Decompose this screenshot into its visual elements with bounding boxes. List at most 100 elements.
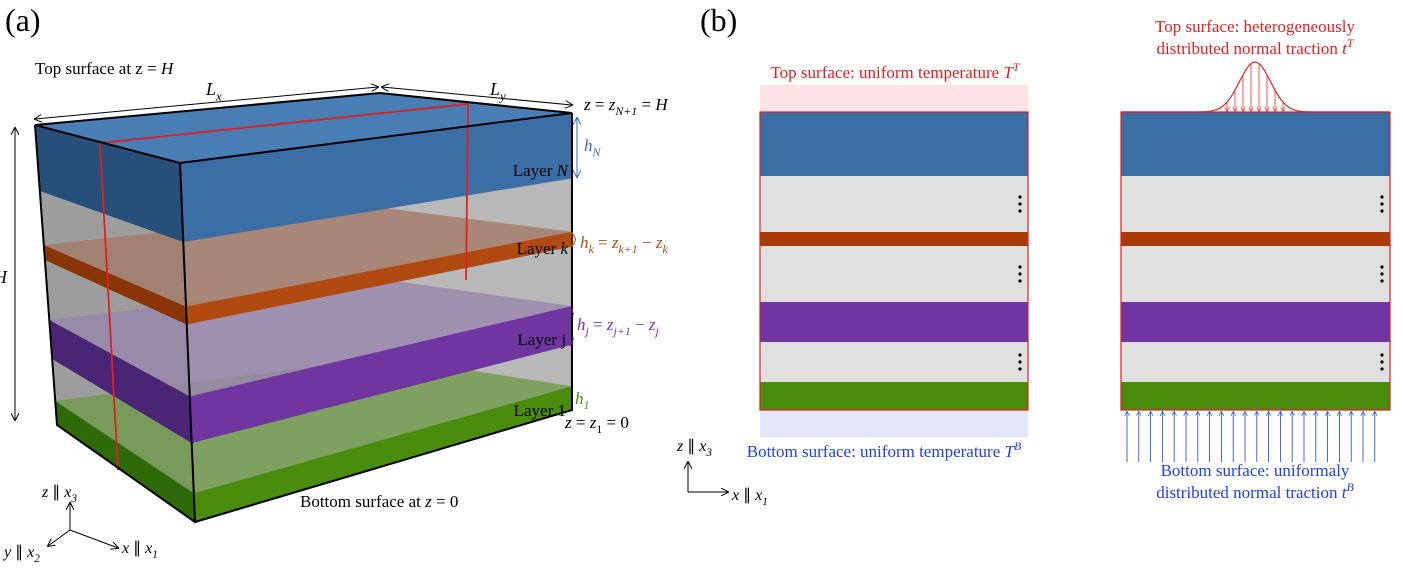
ellipsis-dot — [1380, 265, 1383, 268]
label: Top surface: heterogeneously — [1155, 17, 1355, 36]
label-part: N+1 — [614, 104, 637, 118]
label-part: Bottom surface: uniform temperature — [747, 442, 1005, 461]
axis-label: y ∥ x2 — [2, 544, 40, 565]
label-part: h — [577, 315, 586, 334]
layer-band — [1121, 246, 1390, 302]
label: distributed normal traction tB — [1156, 480, 1354, 502]
label-part: B — [1014, 439, 1021, 453]
ellipsis-dot — [1018, 279, 1021, 282]
label-part: 3 — [705, 447, 712, 459]
label-part: = — [572, 413, 590, 432]
ellipsis-dot — [1018, 353, 1021, 356]
layer-thickness: hj = zj+1 − zj — [577, 315, 660, 338]
ellipsis-dot — [1380, 202, 1383, 205]
label-part: T — [1347, 36, 1355, 50]
layer-band — [1121, 302, 1390, 342]
layer-band — [1121, 176, 1390, 232]
layer-thickness: hN — [584, 136, 602, 159]
layer-name: Layer j — [517, 330, 566, 349]
label-part: B — [1347, 480, 1354, 494]
arrow — [70, 530, 118, 548]
ellipsis-dot — [1380, 195, 1383, 198]
label-part: h — [575, 389, 584, 408]
label-part: H — [654, 95, 669, 114]
label-part: L — [489, 79, 500, 99]
label: distributed normal traction tT — [1157, 36, 1355, 58]
label: z = zN+1 = H — [583, 95, 669, 118]
label: Lx — [205, 79, 222, 103]
layer-band — [1121, 232, 1390, 246]
layer-band — [1121, 382, 1390, 410]
panel-label: (a) — [5, 2, 41, 38]
label-part: x — [26, 544, 34, 561]
label-part: 3 — [70, 493, 77, 505]
axis-label: z ∥ x3 — [676, 438, 712, 459]
label-part: − — [638, 233, 656, 252]
layer-thickness: hk = zk+1 − zk — [580, 233, 668, 256]
label-part: = 0 — [602, 413, 629, 432]
layer-band — [760, 112, 1028, 176]
traction-curve — [1121, 62, 1389, 112]
ellipsis-dot — [1380, 353, 1383, 356]
label: Ly — [489, 79, 506, 103]
layer-thickness: h1 — [575, 389, 589, 412]
ellipsis-dot — [1018, 265, 1021, 268]
layer-name: Layer k — [517, 239, 569, 258]
label-part: = — [591, 95, 609, 114]
ellipsis-dot — [1380, 367, 1383, 370]
label-part: N — [592, 145, 602, 159]
label: Bottom surface: uniform temperature TB — [747, 439, 1021, 461]
ellipsis-dot — [1380, 279, 1383, 282]
layer-band — [760, 176, 1028, 232]
top-temperature-band — [760, 85, 1028, 112]
label-part: k+1 — [619, 242, 638, 256]
label-part: distributed normal traction — [1156, 483, 1342, 502]
label-part: − — [631, 315, 649, 334]
label: Bottom surface at z = 0 — [300, 492, 458, 511]
label-part: x — [754, 487, 762, 504]
label-part: x — [121, 540, 129, 557]
label-part: Layer 1 — [514, 401, 566, 420]
label-part: Bottom surface: uniformaly — [1161, 461, 1350, 480]
ellipsis-dot — [1018, 272, 1021, 275]
label-part: N — [556, 161, 570, 180]
label-part: Top surface: uniform temperature — [770, 63, 1003, 82]
label-part: 2 — [34, 553, 40, 565]
figure: (a)Top surface at z = HLxLyHz = zN+1 = H… — [0, 0, 1403, 571]
label-part: ∥ — [11, 544, 27, 561]
layer-band — [1121, 112, 1390, 176]
label-part: 1 — [152, 549, 158, 561]
label-part: ∥ — [683, 438, 699, 455]
label-part: Layer — [517, 239, 561, 258]
label-part: h — [584, 136, 593, 155]
label-part: k — [662, 242, 668, 256]
label-part: Layer j — [517, 330, 566, 349]
layer-band — [1121, 342, 1390, 382]
axis-label: z ∥ x3 — [41, 484, 77, 505]
ellipsis-dot — [1380, 272, 1383, 275]
label-part: = — [589, 315, 607, 334]
label-part: Top surface at — [35, 59, 135, 78]
label-part: x — [215, 89, 222, 103]
label-part: x — [63, 484, 71, 501]
label-part: j+1 — [612, 324, 631, 338]
axis-label: x ∥ x1 — [121, 540, 158, 561]
label-part: Bottom surface at — [300, 492, 425, 511]
label-part: H — [160, 59, 175, 78]
label-part: L — [205, 79, 216, 99]
label: Bottom surface: uniformaly — [1161, 461, 1350, 480]
layer-band — [760, 232, 1028, 246]
arrow — [48, 530, 70, 546]
label: Top surface: uniform temperature TT — [770, 60, 1020, 82]
label-part: h — [580, 233, 589, 252]
label-part: ∥ — [48, 484, 64, 501]
label-part: Layer — [513, 161, 557, 180]
ellipsis-dot — [1018, 202, 1021, 205]
label-part: x — [144, 540, 152, 557]
layer-band — [760, 302, 1028, 342]
layer-band — [760, 342, 1028, 382]
height-label: H — [0, 267, 8, 287]
layer-band — [760, 382, 1028, 410]
label-part: k — [560, 239, 568, 258]
label-part: 1 — [584, 398, 590, 412]
